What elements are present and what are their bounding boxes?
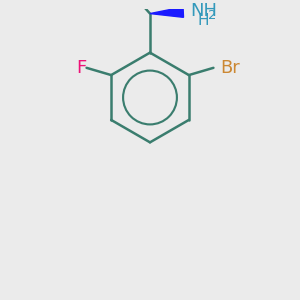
Polygon shape [150,7,184,17]
Text: NH: NH [190,2,218,20]
Text: F: F [76,59,86,77]
Text: H: H [197,13,209,28]
Text: Br: Br [220,59,240,77]
Text: 2: 2 [208,9,217,22]
